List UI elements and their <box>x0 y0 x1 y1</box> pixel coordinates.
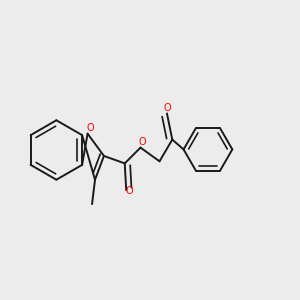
Text: O: O <box>164 103 171 113</box>
Text: O: O <box>87 123 94 133</box>
Text: O: O <box>139 137 146 147</box>
Text: O: O <box>125 186 133 196</box>
